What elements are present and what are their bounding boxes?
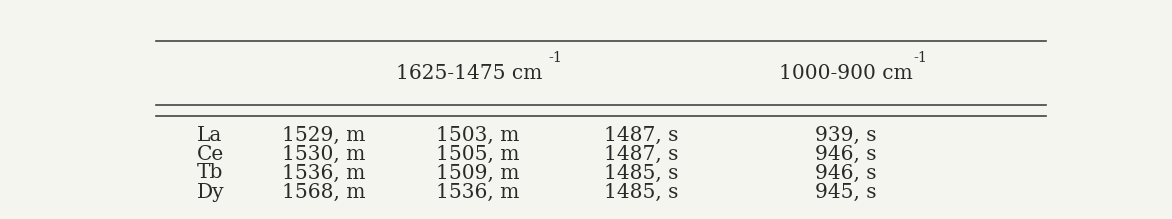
Text: 1529, m: 1529, m: [282, 125, 366, 145]
Text: 1485, s: 1485, s: [605, 183, 679, 202]
Text: 1487, s: 1487, s: [605, 125, 679, 145]
Text: 1536, m: 1536, m: [282, 164, 366, 182]
Text: Dy: Dy: [197, 183, 224, 202]
Text: 1485, s: 1485, s: [605, 164, 679, 182]
Text: 945, s: 945, s: [816, 183, 877, 202]
Text: 1536, m: 1536, m: [436, 183, 519, 202]
Text: 946, s: 946, s: [816, 145, 877, 164]
Text: Ce: Ce: [197, 145, 224, 164]
Text: 1487, s: 1487, s: [605, 145, 679, 164]
Text: 1509, m: 1509, m: [436, 164, 519, 182]
Text: 1503, m: 1503, m: [436, 125, 519, 145]
Text: -1: -1: [913, 51, 927, 65]
Text: 939, s: 939, s: [816, 125, 877, 145]
Text: La: La: [197, 125, 222, 145]
Text: Tb: Tb: [197, 164, 223, 182]
Text: 946, s: 946, s: [816, 164, 877, 182]
Text: -1: -1: [548, 51, 563, 65]
Text: 1568, m: 1568, m: [282, 183, 366, 202]
Text: 1625-1475 cm: 1625-1475 cm: [396, 64, 543, 83]
Text: 1530, m: 1530, m: [282, 145, 366, 164]
Text: 1000-900 cm: 1000-900 cm: [779, 64, 913, 83]
Text: 1505, m: 1505, m: [436, 145, 519, 164]
